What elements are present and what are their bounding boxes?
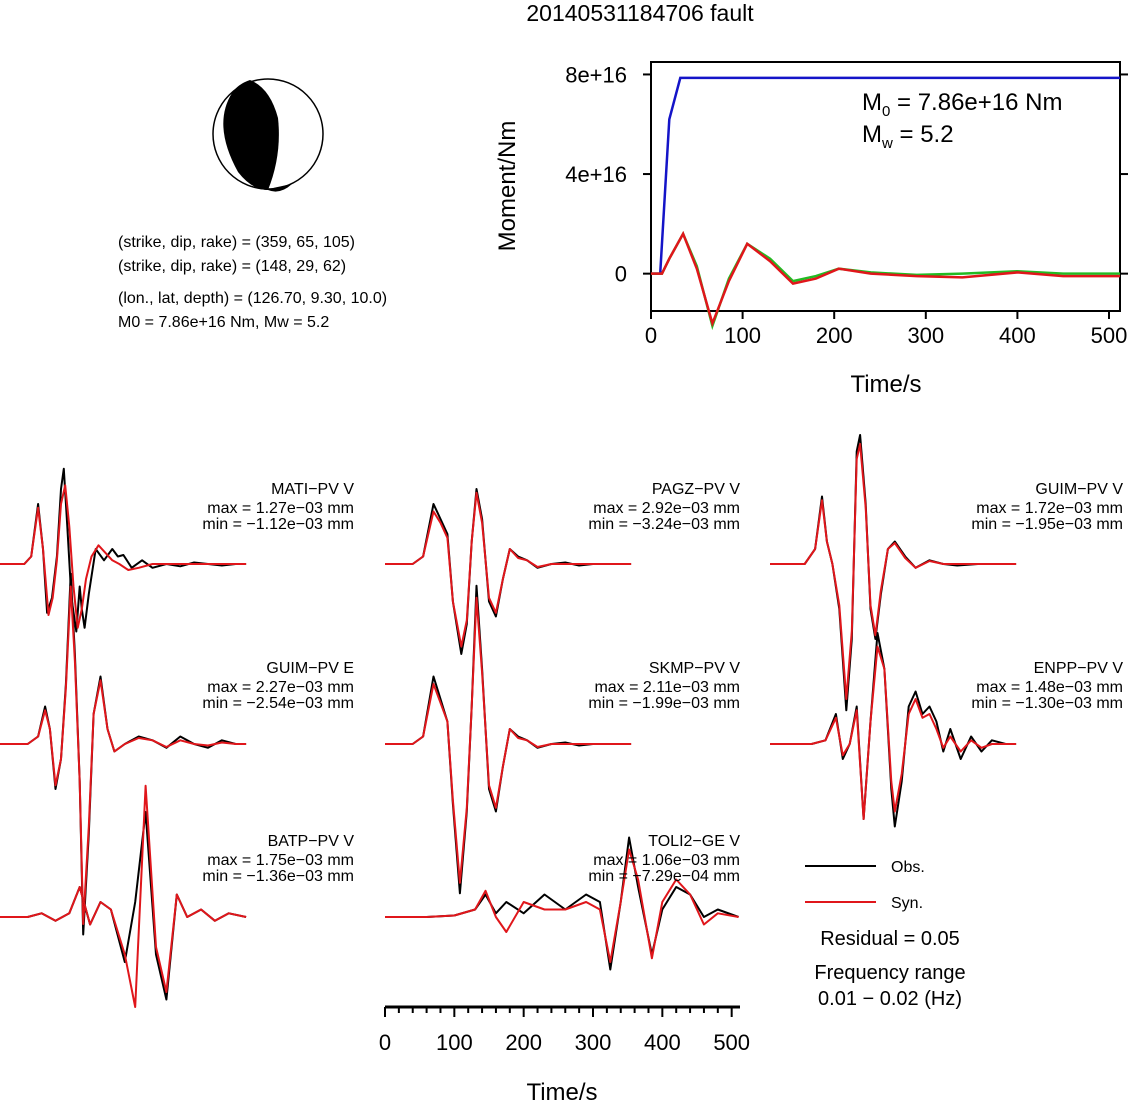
synthetic-trace (0, 484, 247, 629)
moment-xtick-label: 0 (645, 323, 657, 348)
station-max: max = 1.06e−03 mm (593, 852, 740, 869)
time-axis-label: 0 (379, 1030, 391, 1055)
moment-ytick-label: 0 (615, 262, 627, 287)
frequency-range: 0.01 − 0.02 (Hz) (818, 988, 962, 1010)
moment-xtick-label: 400 (999, 323, 1036, 348)
plane-2-label: (strike, dip, rake) = (148, 29, 62) (118, 258, 346, 275)
time-axis-label: 200 (505, 1030, 542, 1055)
legend-obs-label: Obs. (891, 859, 925, 876)
station-min: min = −7.29e−04 mm (588, 868, 740, 885)
station-name: ENPP−PV V (1034, 660, 1124, 677)
moment-xtick-label: 200 (816, 323, 853, 348)
moment-plot: 0 4e+16 8e+16 0 100 200 300 400 500 Moment/Nm T… (494, 61, 1128, 398)
moment-series-1 (651, 230, 1120, 331)
observed-trace (770, 434, 1017, 712)
synthetic-trace (770, 443, 1017, 700)
synthetic-trace (385, 848, 739, 963)
moment-summary-label: M0 = 7.86e+16 Nm, Mw = 5.2 (118, 314, 329, 331)
observed-trace (0, 467, 247, 633)
station-min: min = −1.12e−03 mm (202, 516, 354, 533)
station-name: GUIM−PV E (266, 660, 354, 677)
location-label: (lon., lat, depth) = (126.70, 9.30, 10.0… (118, 290, 387, 307)
synthetic-trace (0, 585, 247, 925)
station-min: min = −1.99e−03 mm (588, 695, 740, 712)
moment-xtick-label: 100 (724, 323, 761, 348)
station-name: MATI−PV V (271, 481, 354, 498)
station-min: min = −1.30e−03 mm (971, 695, 1123, 712)
legend-syn-label: Syn. (891, 895, 923, 912)
legend: Obs. Syn. Residual = 0.05 Frequency rang… (805, 859, 966, 1010)
waveform-xlabel: Time/s (526, 1079, 597, 1103)
station-min: min = −2.54e−03 mm (202, 695, 354, 712)
station-max: max = 1.27e−03 mm (207, 500, 354, 517)
station-name: TOLI2−GE V (648, 833, 740, 850)
time-axis-label: 400 (644, 1030, 681, 1055)
moment-series-2 (651, 230, 1120, 328)
moment-xtick-label: 300 (907, 323, 944, 348)
beachball (212, 78, 324, 192)
moment-xlabel: Time/s (850, 371, 921, 398)
moment-mw-annotation: Mw = 5.2 (862, 121, 954, 152)
station-min: min = −1.36e−03 mm (202, 868, 354, 885)
moment-m0-annotation: M0 = 7.86e+16 Nm (862, 89, 1062, 120)
moment-ytick-label: 8e+16 (565, 62, 627, 87)
frequency-title: Frequency range (814, 962, 965, 984)
figure-title: 20140531184706 fault (526, 0, 754, 26)
station-max: max = 1.48e−03 mm (976, 679, 1123, 696)
moment-ytick-label: 4e+16 (565, 162, 627, 187)
synthetic-trace (770, 645, 1017, 820)
station-max: max = 2.27e−03 mm (207, 679, 354, 696)
residual-label: Residual = 0.05 (820, 928, 960, 950)
station-name: SKMP−PV V (649, 660, 740, 677)
station-max: max = 2.92e−03 mm (593, 500, 740, 517)
station-max: max = 1.72e−03 mm (976, 500, 1123, 517)
observed-trace (385, 836, 739, 971)
time-axis-label: 300 (575, 1030, 612, 1055)
station-max: max = 2.11e−03 mm (594, 679, 740, 696)
observed-trace (0, 811, 247, 1001)
station-name: BATP−PV V (268, 833, 355, 850)
time-axis-label: 100 (436, 1030, 473, 1055)
moment-ylabel: Moment/Nm (494, 121, 521, 252)
synthetic-trace (385, 596, 632, 884)
synthetic-trace (0, 784, 247, 1008)
plane-1-label: (strike, dip, rake) = (359, 65, 105) (118, 234, 355, 251)
synthetic-trace (385, 491, 632, 648)
station-name: PAGZ−PV V (652, 481, 741, 498)
waveform-time-axis: 0 100 200 300 400 500 (379, 1005, 750, 1055)
station-max: max = 1.75e−03 mm (207, 852, 354, 869)
moment-plot-frame (650, 61, 1121, 312)
station-name: GUIM−PV V (1035, 481, 1123, 498)
station-min: min = −1.95e−03 mm (971, 516, 1123, 533)
moment-xtick-label: 500 (1091, 323, 1128, 348)
station-min: min = −3.24e−03 mm (588, 516, 740, 533)
time-axis-label: 500 (713, 1030, 750, 1055)
